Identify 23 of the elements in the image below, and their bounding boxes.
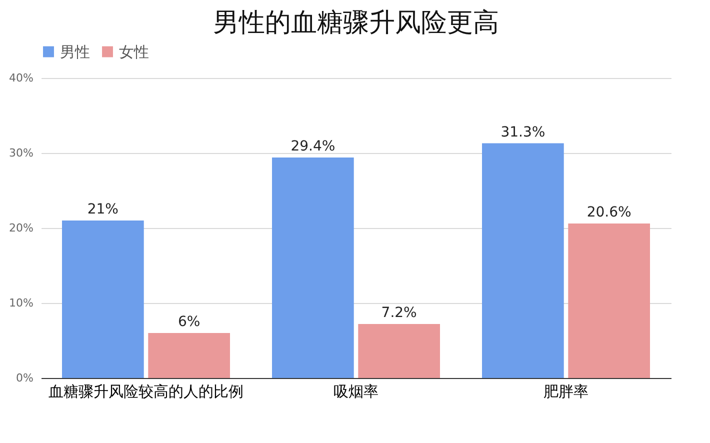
- data-label: 7.2%: [381, 305, 417, 321]
- y-tick-label: 10%: [9, 296, 34, 310]
- chart-title: 男性的血糖骤升风险更高: [213, 8, 499, 38]
- x-tick-label: 血糖骤升风险较高的人的比例: [48, 382, 244, 400]
- x-tick-label: 肥胖率: [544, 382, 588, 400]
- bar: [358, 324, 440, 378]
- y-tick-label: 0%: [16, 372, 34, 384]
- legend-label: 女性: [119, 42, 149, 61]
- x-tick-label: 吸烟率: [334, 382, 378, 400]
- data-label: 20.6%: [586, 204, 632, 220]
- data-label: 6%: [178, 314, 200, 330]
- bar: [482, 143, 564, 378]
- bar: [272, 158, 354, 378]
- y-tick-label: 30%: [9, 146, 34, 160]
- data-label: 31.3%: [500, 124, 546, 140]
- bar: [62, 220, 144, 378]
- data-label: 21%: [87, 202, 118, 218]
- data-label: 29.4%: [290, 138, 336, 154]
- y-tick-label: 20%: [9, 222, 34, 234]
- bar: [568, 224, 650, 378]
- bar: [148, 333, 230, 378]
- y-tick-label: 40%: [9, 72, 34, 84]
- legend-label: 男性: [60, 42, 90, 61]
